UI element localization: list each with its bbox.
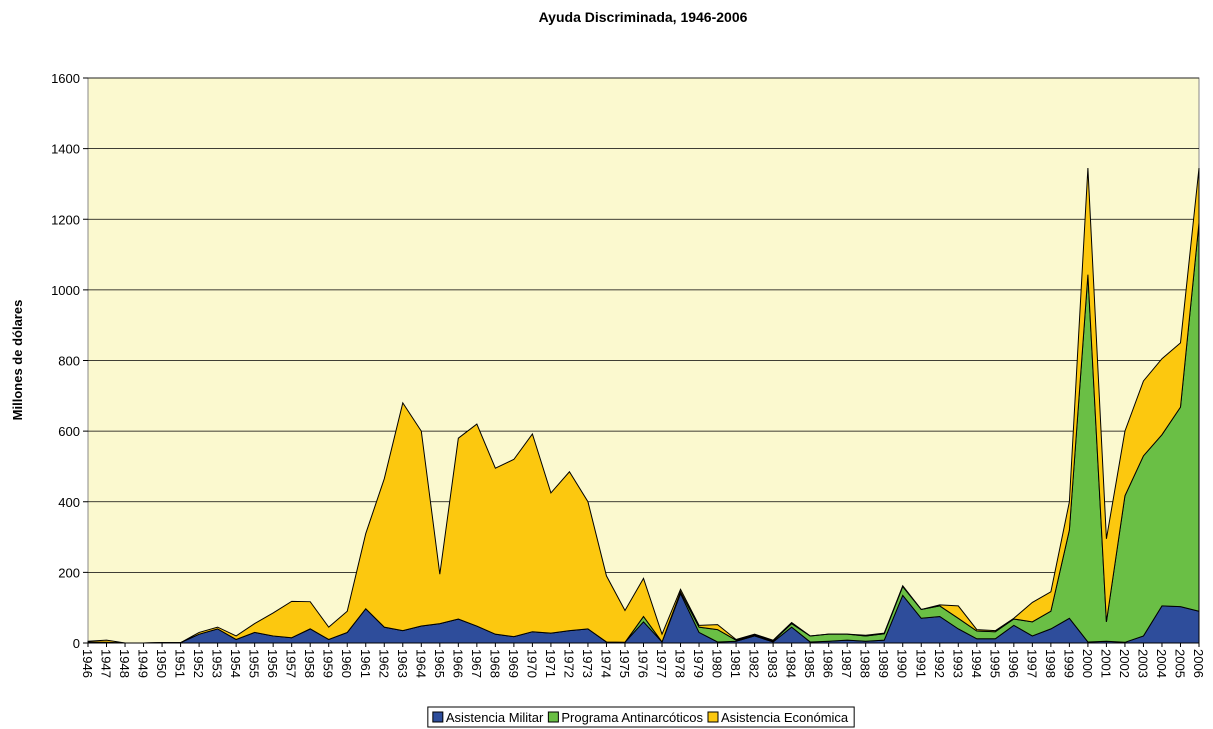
x-tick-label: 1974 <box>598 649 613 678</box>
x-tick-label: 1955 <box>247 649 262 678</box>
x-tick-label: 1970 <box>524 649 539 678</box>
x-tick-label: 1975 <box>617 649 632 678</box>
x-tick-label: 1958 <box>302 649 317 678</box>
x-tick-label: 1973 <box>580 649 595 678</box>
y-tick-label: 400 <box>58 495 80 510</box>
x-tick-label: 1977 <box>654 649 669 678</box>
x-tick-label: 1978 <box>673 649 688 678</box>
x-tick-label: 1989 <box>876 649 891 678</box>
x-tick-label: 2001 <box>1098 649 1113 678</box>
x-tick-label: 1952 <box>191 649 206 678</box>
x-tick-label: 1984 <box>784 649 799 678</box>
x-tick-label: 1969 <box>506 649 521 678</box>
x-tick-label: 1986 <box>821 649 836 678</box>
x-tick-label: 1996 <box>1006 649 1021 678</box>
x-tick-label: 1979 <box>691 649 706 678</box>
x-tick-label: 1968 <box>487 649 502 678</box>
x-tick-label: 2005 <box>1172 649 1187 678</box>
y-tick-label: 1600 <box>51 71 80 86</box>
legend-label: Programa Antinarcóticos <box>561 710 703 725</box>
y-tick-label: 200 <box>58 565 80 580</box>
y-tick-label: 800 <box>58 354 80 369</box>
x-tick-label: 1992 <box>932 649 947 678</box>
x-tick-label: 1947 <box>99 649 114 678</box>
legend-swatch <box>432 711 444 723</box>
x-tick-label: 1993 <box>950 649 965 678</box>
x-tick-label: 1953 <box>210 649 225 678</box>
legend-swatch <box>547 711 559 723</box>
x-tick-label: 1995 <box>987 649 1002 678</box>
x-tick-label: 1959 <box>321 649 336 678</box>
x-tick-label: 1954 <box>228 649 243 678</box>
x-tick-label: 2002 <box>1117 649 1132 678</box>
x-tick-label: 1998 <box>1043 649 1058 678</box>
x-tick-label: 1963 <box>395 649 410 678</box>
x-tick-label: 1949 <box>136 649 151 678</box>
x-tick-label: 1950 <box>154 649 169 678</box>
x-tick-label: 1964 <box>413 649 428 678</box>
x-tick-label: 1957 <box>284 649 299 678</box>
x-tick-label: 2003 <box>1135 649 1150 678</box>
y-tick-label: 1000 <box>51 283 80 298</box>
x-tick-label: 1999 <box>1061 649 1076 678</box>
x-tick-label: 1948 <box>117 649 132 678</box>
y-tick-label: 1400 <box>51 142 80 157</box>
y-axis-label: Millones de dólares <box>10 300 25 421</box>
x-tick-label: 1982 <box>747 649 762 678</box>
legend-label: Asistencia Militar <box>446 710 544 725</box>
x-tick-label: 1972 <box>561 649 576 678</box>
y-tick-label: 600 <box>58 424 80 439</box>
legend-label: Asistencia Económica <box>721 710 849 725</box>
x-tick-label: 1956 <box>265 649 280 678</box>
x-tick-label: 1965 <box>432 649 447 678</box>
x-tick-label: 1967 <box>469 649 484 678</box>
x-tick-label: 1990 <box>895 649 910 678</box>
x-tick-label: 1991 <box>913 649 928 678</box>
x-tick-label: 1946 <box>80 649 95 678</box>
x-tick-label: 1987 <box>839 649 854 678</box>
x-tick-label: 2000 <box>1080 649 1095 678</box>
x-tick-label: 1988 <box>858 649 873 678</box>
y-tick-label: 1200 <box>51 212 80 227</box>
x-tick-label: 2004 <box>1154 649 1169 678</box>
x-tick-label: 1983 <box>765 649 780 678</box>
x-tick-label: 1960 <box>339 649 354 678</box>
area <box>87 167 1200 644</box>
x-tick-label: 1985 <box>802 649 817 678</box>
x-tick-label: 1981 <box>728 649 743 678</box>
x-tick-label: 1962 <box>376 649 391 678</box>
x-tick-label: 2006 <box>1191 649 1206 678</box>
x-tick-label: 1971 <box>543 649 558 678</box>
x-tick-label: 1980 <box>710 649 725 678</box>
x-tick-label: 1951 <box>173 649 188 678</box>
x-tick-label: 1976 <box>636 649 651 678</box>
x-tick-label: 1997 <box>1024 649 1039 678</box>
legend-box <box>427 706 855 728</box>
x-tick-label: 1994 <box>969 649 984 678</box>
x-tick-label: 1961 <box>358 649 373 678</box>
x-tick-label: 1966 <box>450 649 465 678</box>
legend-swatch <box>707 711 719 723</box>
chart-title: Ayuda Discriminada, 1946-2006 <box>539 9 748 25</box>
y-tick-label: 0 <box>73 636 80 651</box>
